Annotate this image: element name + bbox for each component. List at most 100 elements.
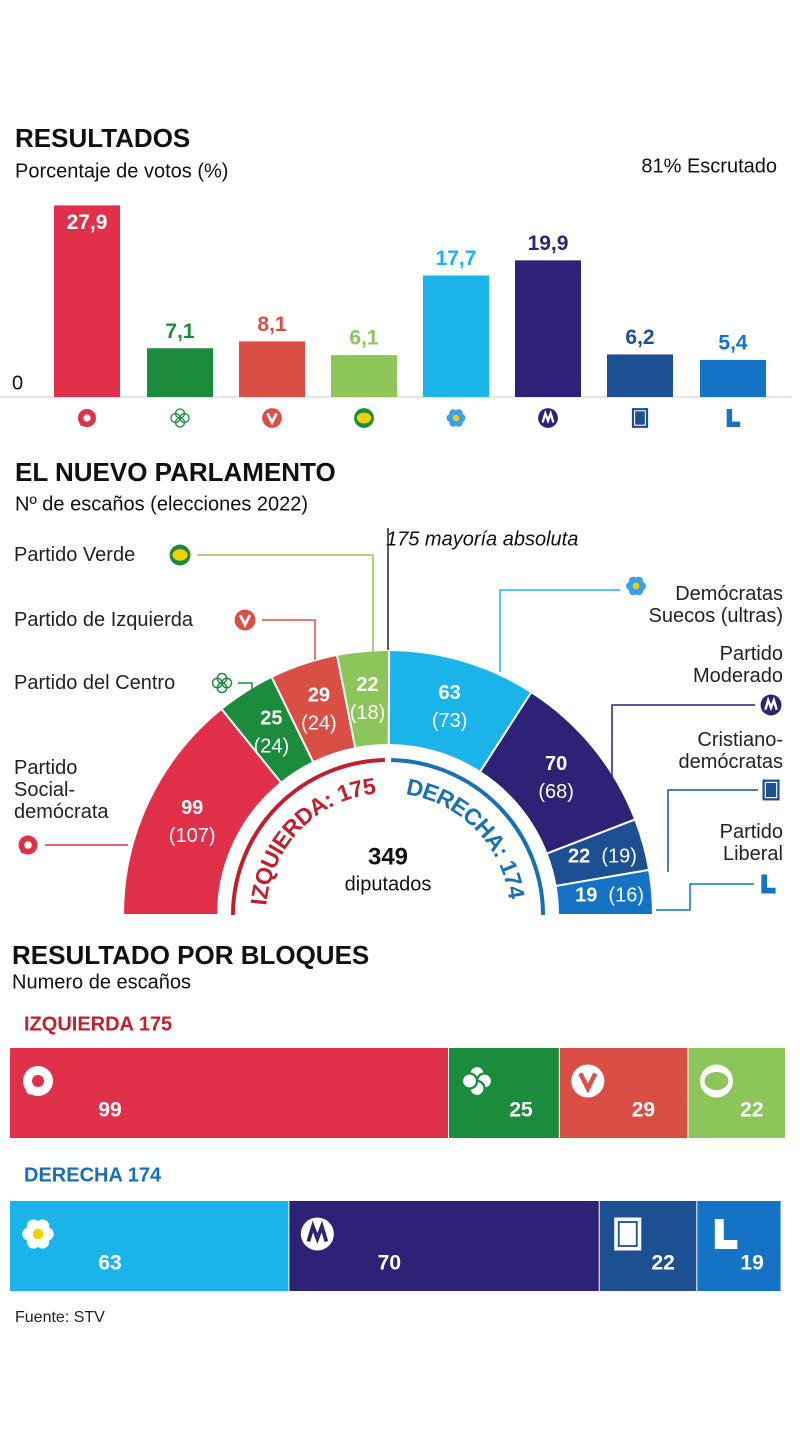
icon-shape [632, 582, 640, 590]
bar [147, 348, 213, 397]
chart-title: RESULTADOS [15, 123, 190, 153]
chart-subtitle: Porcentaje de votos (%) [15, 160, 228, 182]
segment-value: 22 [740, 1099, 763, 1122]
icon-shape [234, 609, 256, 631]
icon-shape [306, 1220, 329, 1244]
party-icon [170, 408, 190, 428]
party-icon [614, 1217, 642, 1251]
chart-title: RESULTADO POR BLOQUES [12, 940, 369, 970]
party-icon [762, 779, 780, 801]
icon-shape [262, 408, 282, 428]
previous-label: (68) [538, 781, 574, 803]
segment-value: 63 [98, 1252, 121, 1275]
party-label: Partido de Izquierda [14, 609, 194, 631]
party-label: Partido Liberal [719, 821, 783, 865]
icon-shape [211, 677, 223, 689]
icon-shape [266, 412, 278, 426]
hemicycle-segment [554, 868, 655, 916]
segment-value: 99 [98, 1099, 121, 1122]
bar [331, 355, 397, 397]
icon-shape [238, 614, 252, 628]
leader-line [499, 589, 620, 672]
segment-label: 19 [575, 885, 597, 907]
party-label: Partido Moderado [692, 643, 783, 687]
legend-label: DERECHA 174 [24, 1164, 162, 1186]
icon-shape [764, 696, 778, 712]
leader-line [262, 619, 316, 660]
previous-label: (16) [608, 885, 644, 907]
party-icon [262, 408, 282, 428]
icon-shape [764, 781, 778, 799]
value-label: 8,1 [257, 313, 287, 336]
icon-shape [704, 1072, 729, 1090]
party-icon [571, 1064, 605, 1098]
segment-value: 29 [632, 1099, 655, 1122]
icon-shape [32, 1228, 44, 1240]
icon-shape [714, 1219, 738, 1249]
segment-label: 99 [181, 797, 203, 819]
icon-shape [541, 409, 555, 424]
party-icon [22, 1219, 54, 1249]
segment-label: 22 [568, 845, 590, 867]
party-icon [446, 409, 466, 427]
bar [515, 260, 581, 397]
leader-line [611, 704, 755, 785]
party-icon [460, 1064, 494, 1098]
segment-value: 25 [509, 1099, 533, 1122]
party-icon [626, 576, 646, 596]
icon-shape [726, 409, 741, 427]
value-label: 17,7 [436, 247, 477, 270]
icon-shape [761, 874, 776, 894]
party-icon [300, 1217, 334, 1251]
icon-shape [32, 1075, 44, 1087]
stacked-bar-segment [688, 1048, 785, 1138]
party-icon [354, 408, 374, 428]
value-label: 7,1 [165, 320, 195, 343]
icon-shape [26, 1085, 35, 1095]
bar [700, 359, 766, 397]
party-icon [211, 672, 233, 694]
icon-shape [578, 1072, 598, 1094]
icon-shape [170, 412, 181, 424]
value-label: 27,9 [67, 211, 108, 234]
chart-title: EL NUEVO PARLAMENTO [15, 457, 336, 487]
party-icon [18, 835, 38, 855]
stacked-bar-segment [599, 1201, 697, 1291]
leader-line [197, 554, 374, 652]
segment-label: 25 [260, 707, 282, 729]
icon-shape [172, 549, 188, 561]
previous-label: (24) [301, 713, 337, 735]
previous-label: (24) [254, 735, 290, 757]
annotation: 175 mayoría absoluta [386, 528, 578, 550]
icon-shape [452, 414, 460, 422]
party-label: Demócratas Suecos (ultras) [648, 583, 784, 627]
total-label: diputados [345, 873, 432, 895]
party-label: Partido Social- demócrata [14, 757, 109, 823]
icon-shape [356, 412, 372, 424]
previous-label: (19) [601, 845, 637, 867]
block-arc [231, 758, 385, 916]
segment-value: 70 [378, 1252, 401, 1275]
party-icon [538, 408, 558, 428]
icon-shape [20, 847, 27, 854]
value-label: 6,1 [349, 327, 379, 350]
value-label: 6,2 [625, 326, 654, 349]
total-seats: 349 [368, 843, 408, 870]
value-label: 5,4 [718, 331, 748, 354]
note: 81% Escrutado [641, 155, 777, 177]
block-arc [391, 758, 545, 916]
party-icon [760, 694, 782, 716]
icon-shape [83, 414, 91, 422]
party-icon [234, 609, 256, 631]
legend-label: IZQUIERDA 175 [24, 1013, 172, 1035]
bar [54, 205, 120, 397]
segment-label: 70 [545, 753, 567, 775]
party-icon [631, 408, 649, 428]
previous-label: (107) [169, 825, 216, 847]
bar [239, 341, 305, 397]
icon-shape [617, 1221, 638, 1247]
segment-label: 29 [308, 685, 330, 707]
previous-label: (18) [350, 702, 386, 724]
party-icon [78, 409, 96, 427]
